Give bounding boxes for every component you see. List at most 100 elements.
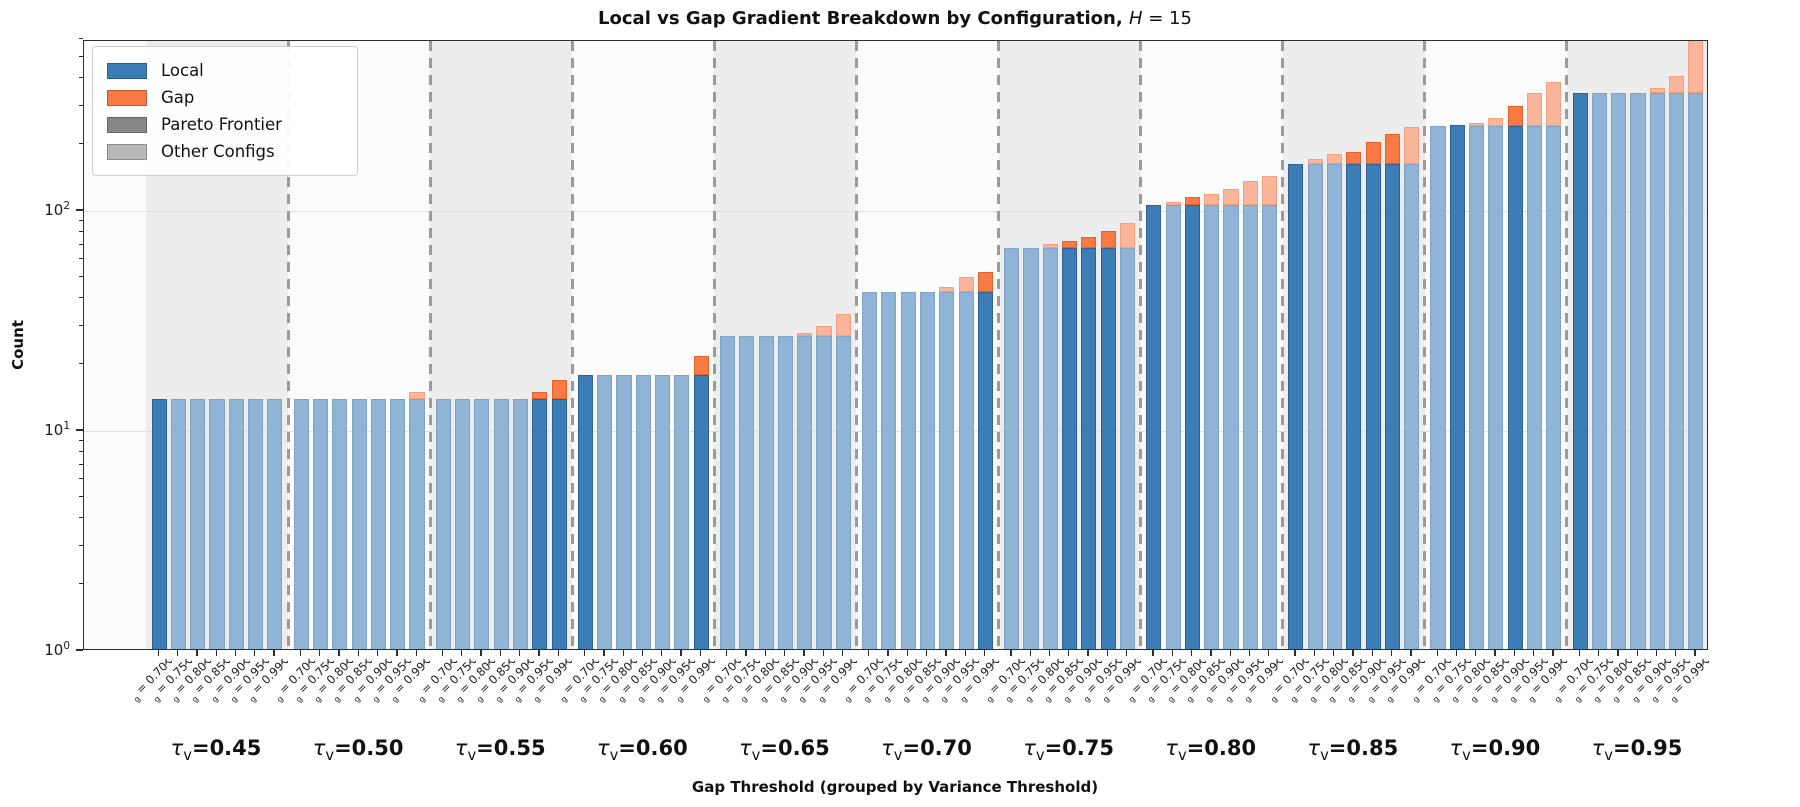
y-minor-tick <box>79 463 83 465</box>
x-tick <box>1210 650 1212 656</box>
x-tick <box>641 650 644 656</box>
bar-gap-segment <box>1262 176 1278 206</box>
bar-gap-segment <box>1165 201 1181 206</box>
x-tick <box>1655 650 1658 656</box>
y-minor-tick <box>79 55 83 57</box>
group-label: τv=0.45 <box>170 736 262 765</box>
bar-local-segment <box>597 374 613 649</box>
bar-local-segment <box>1346 163 1362 649</box>
x-tick <box>822 650 824 656</box>
bar-local-segment <box>474 398 490 649</box>
x-tick <box>603 650 605 656</box>
x-tick <box>538 650 540 656</box>
x-tick <box>461 650 463 656</box>
bar-local-segment <box>190 398 206 649</box>
bar-local-segment <box>1023 247 1039 649</box>
legend-item-pareto-frontier: Pareto Frontier <box>107 111 343 138</box>
x-tick <box>480 650 482 656</box>
group-separator <box>1281 41 1285 649</box>
bar-gap-segment <box>1404 127 1420 164</box>
x-tick <box>196 650 198 656</box>
x-tick <box>441 650 444 656</box>
bar-local-segment <box>577 374 593 649</box>
y-minor-tick <box>79 230 83 232</box>
x-tick <box>583 650 586 656</box>
x-tick <box>1048 650 1051 656</box>
group-separator <box>286 41 290 649</box>
x-tick <box>176 650 179 656</box>
bar-local-segment <box>1184 205 1200 649</box>
bar-local-segment <box>1630 92 1646 649</box>
x-tick <box>1513 650 1516 656</box>
group-label: τv=0.90 <box>1449 736 1541 765</box>
x-tick <box>1010 650 1012 656</box>
x-tick <box>273 650 275 656</box>
bar-gap-segment <box>1546 81 1562 126</box>
legend-item-other-configs: Other Configs <box>107 138 343 165</box>
group-separator <box>1565 41 1569 649</box>
bar-gap-segment <box>1184 196 1200 206</box>
bar-local-segment <box>777 336 793 649</box>
group-label: τv=0.60 <box>596 736 688 765</box>
bar-local-segment <box>1507 125 1523 649</box>
bar-local-segment <box>170 398 186 649</box>
x-tick <box>215 650 217 656</box>
chart-title: Local vs Gap Gradient Breakdown by Confi… <box>598 8 1192 29</box>
bar-local-segment <box>1119 247 1136 649</box>
bar-local-segment <box>1004 247 1020 649</box>
bar-gap-segment <box>1507 106 1523 126</box>
x-tick <box>1152 650 1154 656</box>
y-tick <box>76 649 83 651</box>
x-tick <box>1268 650 1270 656</box>
x-tick <box>926 650 928 656</box>
group-separator <box>570 41 574 649</box>
bar-local-segment <box>151 398 167 649</box>
bar-gap-segment <box>1688 41 1704 93</box>
bar-gap-segment <box>1100 231 1116 248</box>
x-tick <box>1617 650 1619 656</box>
bar-local-segment <box>1669 92 1685 649</box>
bar-local-segment <box>1469 125 1485 649</box>
bar-local-segment <box>900 291 916 649</box>
group-label: τv=0.75 <box>1023 736 1114 765</box>
x-tick <box>745 650 747 656</box>
title-math-value: = 15 <box>1142 8 1192 29</box>
bar-gap-segment <box>1119 223 1136 248</box>
x-tick <box>1371 650 1373 656</box>
x-tick <box>519 650 521 656</box>
bar-local-segment <box>635 374 651 649</box>
bar-gap-segment <box>1488 118 1504 126</box>
y-minor-tick <box>79 143 83 145</box>
x-tick <box>1087 650 1089 656</box>
bar-local-segment <box>919 291 936 649</box>
bar-local-segment <box>351 398 367 649</box>
bar-gap-segment <box>1062 241 1078 248</box>
y-minor-tick <box>79 275 83 277</box>
legend-swatch-icon <box>107 89 147 106</box>
group-separator <box>855 41 858 649</box>
x-tick <box>887 650 889 656</box>
bar-local-segment <box>835 336 851 649</box>
bar-local-segment <box>1262 205 1278 649</box>
y-minor-tick <box>79 450 83 452</box>
bar-gap-segment <box>1649 87 1665 93</box>
x-tick <box>396 650 398 656</box>
x-tick <box>1675 650 1677 656</box>
title-math-variable: H <box>1128 8 1143 29</box>
x-tick <box>1190 650 1193 656</box>
bar-gap-segment <box>958 277 974 292</box>
y-minor-tick <box>79 439 83 441</box>
bar-local-segment <box>332 398 348 649</box>
group-label: τv=0.80 <box>1165 736 1257 765</box>
y-minor-tick <box>79 104 83 106</box>
bar-gap-segment <box>835 314 851 337</box>
bar-local-segment <box>312 398 329 649</box>
y-minor-tick <box>79 258 83 260</box>
bar-local-segment <box>977 291 993 649</box>
x-tick <box>357 650 359 656</box>
x-tick <box>1171 650 1173 656</box>
bar-local-segment <box>370 398 386 649</box>
x-tick <box>1436 650 1438 656</box>
x-tick <box>622 650 624 656</box>
bar-gap-segment <box>1204 193 1220 206</box>
